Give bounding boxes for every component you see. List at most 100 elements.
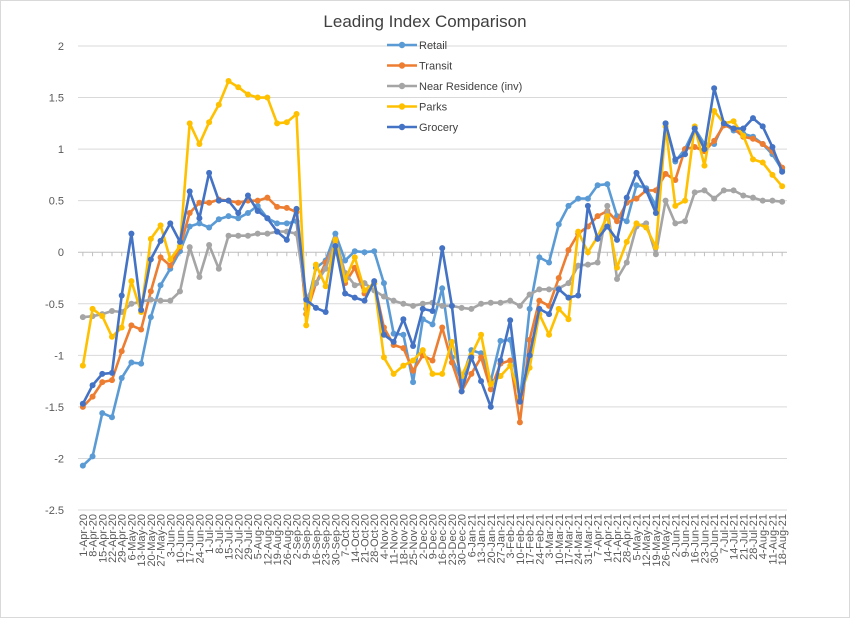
data-point xyxy=(730,187,737,194)
x-tick-label: 9-Sep-20 xyxy=(301,514,313,559)
data-point xyxy=(322,265,329,272)
data-point xyxy=(672,177,679,184)
data-point xyxy=(750,115,757,122)
data-point xyxy=(235,199,242,206)
data-point xyxy=(167,262,174,269)
data-point xyxy=(672,156,679,163)
data-point xyxy=(779,183,786,190)
y-tick-label: 0 xyxy=(58,247,64,259)
x-tick-label: 23-Dec-20 xyxy=(447,514,459,565)
data-point xyxy=(196,215,203,222)
data-point xyxy=(196,140,203,147)
data-point xyxy=(711,107,718,114)
data-point xyxy=(400,331,407,338)
x-tick-label: 7-Oct-20 xyxy=(340,514,352,557)
data-point xyxy=(293,111,300,118)
data-point xyxy=(380,354,387,361)
data-point xyxy=(108,414,115,421)
data-point xyxy=(711,85,718,92)
x-tick-label: 28-Apr-21 xyxy=(622,514,634,563)
data-point xyxy=(487,386,494,393)
data-point xyxy=(167,297,174,304)
data-point xyxy=(176,288,183,295)
data-point xyxy=(652,244,659,251)
data-point xyxy=(215,197,222,204)
data-point xyxy=(274,220,281,227)
data-point xyxy=(108,369,115,376)
data-point xyxy=(429,307,436,314)
y-tick-label: 1 xyxy=(58,144,64,156)
legend-item: Parks xyxy=(387,102,448,114)
series-4 xyxy=(79,85,786,410)
x-tick-label: 28-Jul-21 xyxy=(748,514,760,560)
x-tick-label: 26-May-21 xyxy=(661,514,673,567)
data-point xyxy=(215,101,222,108)
data-point xyxy=(303,322,310,329)
x-tick-label: 31-Mar-21 xyxy=(583,514,595,565)
x-tick-label: 1-Apr-20 xyxy=(78,514,90,557)
x-tick-label: 5-May-21 xyxy=(631,514,643,560)
x-tick-label: 3-Feb-21 xyxy=(505,514,517,559)
data-point xyxy=(128,359,135,366)
data-point xyxy=(283,119,290,126)
data-point xyxy=(429,321,436,328)
data-point xyxy=(691,125,698,132)
data-point xyxy=(89,393,96,400)
data-point xyxy=(439,324,446,331)
x-tick-label: 10-Mar-21 xyxy=(554,514,566,565)
data-point xyxy=(565,316,572,323)
data-point xyxy=(147,288,154,295)
data-point xyxy=(380,280,387,287)
data-point xyxy=(429,357,436,364)
data-point xyxy=(225,78,232,85)
data-point xyxy=(478,354,485,361)
data-point xyxy=(99,410,106,417)
data-point xyxy=(322,283,329,290)
data-point xyxy=(701,187,708,194)
x-tick-label: 15-Apr-20 xyxy=(97,514,109,563)
x-tick-label: 20-May-20 xyxy=(146,514,158,567)
legend-label: Near Residence (inv) xyxy=(419,81,522,93)
data-point xyxy=(672,202,679,209)
x-tick-label: 27-May-20 xyxy=(156,514,168,567)
data-point xyxy=(497,299,504,306)
data-point xyxy=(419,347,426,354)
data-point xyxy=(351,248,358,255)
x-tick-label: 5-Aug-20 xyxy=(253,514,265,559)
x-tick-label: 23-Jun-21 xyxy=(699,514,711,564)
data-point xyxy=(264,94,271,101)
x-tick-label: 1-Jul-20 xyxy=(204,514,216,554)
data-point xyxy=(254,207,261,214)
data-point xyxy=(536,297,543,304)
x-tick-label: 7-Apr-21 xyxy=(593,514,605,557)
data-point xyxy=(526,336,533,343)
data-point xyxy=(138,306,145,313)
data-point xyxy=(614,276,621,283)
data-point xyxy=(565,202,572,209)
data-point xyxy=(614,236,621,243)
x-tick-label: 16-Dec-20 xyxy=(437,514,449,565)
data-point xyxy=(468,305,475,312)
y-tick-label: -1 xyxy=(54,350,64,362)
data-point xyxy=(410,367,417,374)
data-point xyxy=(400,362,407,369)
data-point xyxy=(128,230,135,237)
legend-item: Transit xyxy=(387,61,452,73)
legend-label: Grocery xyxy=(419,122,459,134)
data-point xyxy=(448,359,455,366)
data-point xyxy=(225,197,232,204)
data-point xyxy=(458,388,465,395)
y-tick-label: 1.5 xyxy=(49,93,64,105)
x-tick-label: 15-Jul-20 xyxy=(224,514,236,560)
series-line xyxy=(81,124,784,424)
legend-label: Parks xyxy=(419,102,448,114)
data-point xyxy=(594,182,601,189)
data-point xyxy=(419,305,426,312)
x-tick-label: 2-Dec-20 xyxy=(418,514,430,559)
data-point xyxy=(206,199,213,206)
x-tick-label: 3-Mar-21 xyxy=(544,514,556,559)
data-point xyxy=(293,205,300,212)
x-tick-label: 14-Oct-20 xyxy=(350,514,362,563)
data-point xyxy=(186,188,193,195)
y-tick-label: 0.5 xyxy=(49,196,64,208)
